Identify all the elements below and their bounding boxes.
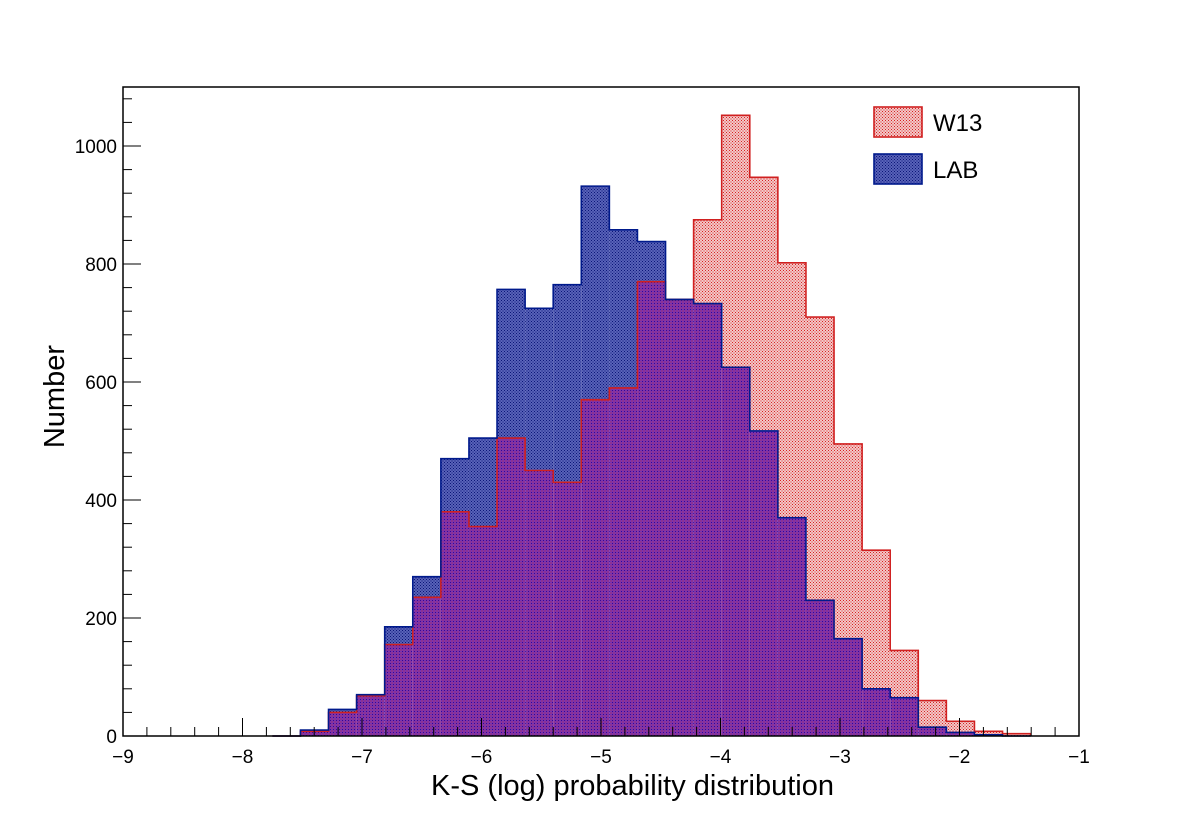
outline-layer (272, 114, 1032, 737)
bars-layer (300, 115, 1031, 736)
bar-w13 (862, 550, 891, 689)
bar-lab (412, 576, 441, 598)
x-tick-label: −2 (949, 747, 971, 768)
x-tick-label: −9 (112, 747, 134, 768)
bar-overlap (805, 600, 835, 736)
legend-label-lab: LAB (933, 157, 978, 184)
bar-lab (637, 241, 666, 282)
bar-overlap (497, 438, 526, 736)
bar-overlap (356, 695, 385, 736)
bar-w13 (946, 721, 975, 733)
y-tick-label: 200 (85, 609, 117, 630)
bar-w13 (693, 219, 722, 304)
legend-swatch-lab (873, 153, 923, 185)
x-tick-label: −4 (710, 747, 732, 768)
bar-w13 (1002, 733, 1031, 736)
x-tick-label: −6 (471, 747, 493, 768)
bar-overlap (412, 597, 441, 736)
bar-overlap (946, 732, 975, 736)
bar-w13 (805, 317, 835, 601)
bar-lab (328, 709, 357, 713)
bar-overlap (777, 517, 806, 736)
y-tick-label: 0 (106, 727, 117, 748)
y-tick-label: 600 (85, 373, 117, 394)
x-tick-label: −3 (829, 747, 851, 768)
bar-lab (440, 458, 469, 512)
bar-w13 (890, 650, 919, 698)
bar-overlap (525, 470, 554, 736)
bar-w13 (918, 700, 947, 728)
y-tick-label: 1000 (75, 137, 117, 158)
bar-overlap (834, 638, 863, 736)
bar-w13 (721, 115, 750, 368)
legend: W13 LAB (873, 106, 982, 185)
x-tick-label: −8 (232, 747, 254, 768)
legend-label-w13: W13 (933, 110, 982, 137)
legend-swatch-w13 (873, 106, 923, 138)
bar-overlap (637, 281, 666, 736)
x-axis-title: K-S (log) probability distribution (431, 770, 834, 802)
bar-overlap (581, 399, 610, 736)
bar-lab (384, 626, 413, 645)
bar-overlap (440, 511, 469, 736)
x-tick-label: −1 (1068, 747, 1090, 768)
bar-overlap (328, 712, 357, 736)
bar-overlap (693, 303, 722, 736)
x-axis: −9 −8 −7 −6 −5 −4 −3 −2 −1 (112, 718, 1090, 768)
y-axis-title: Number (39, 345, 71, 448)
bar-lab (581, 186, 610, 400)
bar-lab (609, 229, 638, 388)
bar-overlap (609, 387, 638, 736)
bar-lab (553, 284, 582, 483)
bar-w13 (834, 443, 863, 639)
bar-overlap (384, 644, 413, 736)
bar-lab (525, 308, 554, 471)
bar-lab (468, 438, 498, 527)
bar-overlap (665, 299, 694, 736)
y-tick-label: 400 (85, 491, 117, 512)
y-axis: 0 200 400 600 800 1000 (75, 98, 141, 748)
bar-overlap (749, 430, 778, 736)
bar-overlap (890, 697, 919, 736)
bar-overlap (553, 482, 582, 736)
bar-w13 (777, 262, 806, 518)
bar-w13 (974, 731, 1003, 735)
bar-overlap (468, 526, 498, 736)
x-tick-label: −5 (590, 747, 612, 768)
bar-w13 (749, 177, 778, 431)
bar-overlap (721, 367, 750, 736)
bar-overlap (918, 727, 947, 736)
bar-overlap (862, 688, 891, 736)
series-outline-lab (272, 185, 1031, 737)
y-tick-label: 800 (85, 255, 117, 276)
bar-lab (497, 289, 526, 439)
x-tick-label: −7 (351, 747, 373, 768)
